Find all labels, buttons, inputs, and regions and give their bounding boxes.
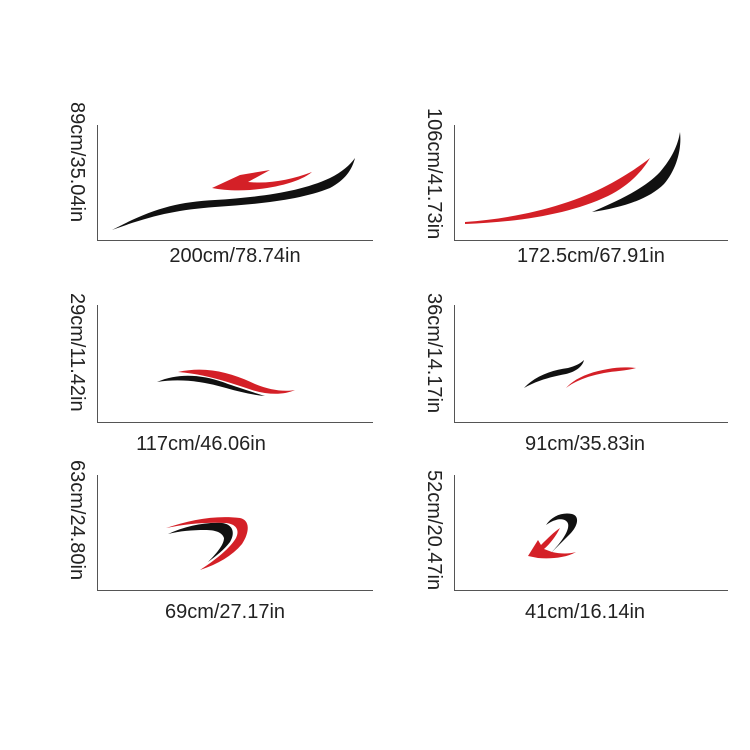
width-label: 41cm/16.14in	[524, 601, 646, 623]
width-axis	[97, 240, 373, 241]
decal-4-graphic	[524, 360, 636, 388]
height-axis	[454, 125, 455, 241]
width-label: 91cm/35.83in	[524, 433, 646, 455]
width-label: 200cm/78.74in	[169, 245, 301, 267]
width-axis	[97, 590, 373, 591]
width-label: 117cm/46.06in	[136, 433, 266, 455]
width-axis	[454, 590, 728, 591]
decal-2-graphic	[465, 132, 681, 224]
height-axis	[97, 305, 98, 423]
height-axis	[97, 125, 98, 241]
height-axis	[454, 475, 455, 591]
decal-6-graphic	[528, 513, 578, 559]
decal-5-graphic	[166, 517, 248, 570]
decal-1-graphic	[112, 158, 355, 230]
height-axis	[97, 475, 98, 591]
width-label: 69cm/27.17in	[164, 601, 286, 623]
width-axis	[97, 422, 373, 423]
width-axis	[454, 240, 728, 241]
width-axis	[454, 422, 728, 423]
width-label: 172.5cm/67.91in	[517, 245, 665, 267]
height-axis	[454, 305, 455, 423]
decal-3-graphic	[157, 369, 295, 396]
